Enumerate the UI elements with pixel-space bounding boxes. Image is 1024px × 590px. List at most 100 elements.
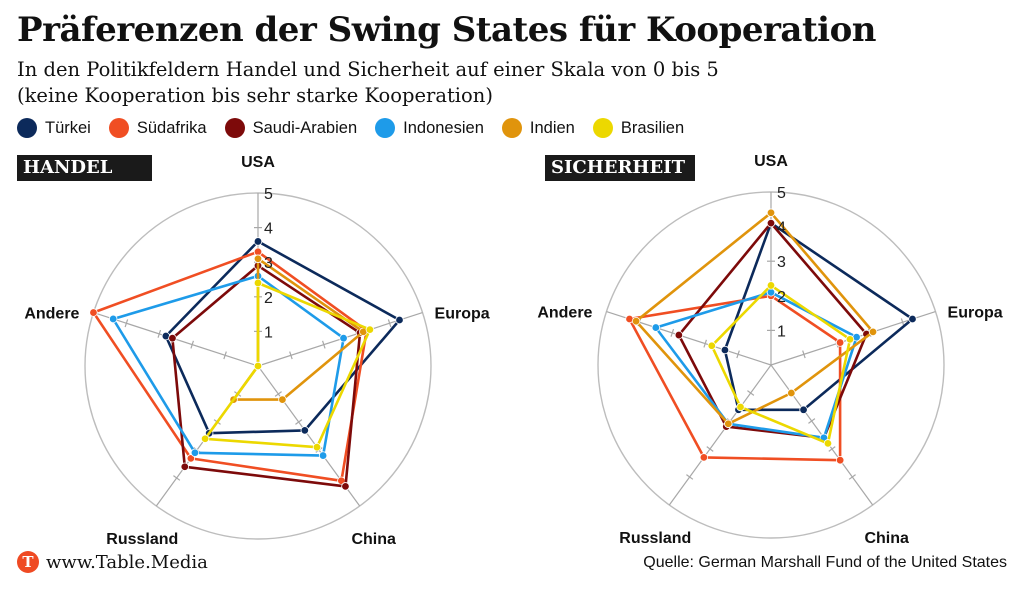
data-point bbox=[908, 314, 917, 324]
axis-label: Russland bbox=[106, 531, 178, 548]
scale-label: 3 bbox=[264, 255, 273, 272]
legend-swatch bbox=[501, 118, 522, 138]
data-point bbox=[736, 402, 745, 412]
scale-label: 1 bbox=[777, 323, 786, 340]
data-point bbox=[395, 315, 404, 325]
axis-tick bbox=[747, 390, 755, 396]
data-point bbox=[724, 419, 733, 428]
legend-item-tuerkei: Türkei bbox=[17, 118, 91, 138]
legend-label: Südafrika bbox=[136, 118, 207, 137]
series-line bbox=[164, 240, 401, 435]
scale-label: 2 bbox=[264, 290, 273, 307]
subtitle-line-2: (keine Kooperation bis sehr starke Koope… bbox=[17, 84, 493, 107]
axis-spoke bbox=[668, 364, 772, 506]
axis-tick bbox=[289, 351, 293, 360]
legend-label: Brasilien bbox=[620, 118, 685, 137]
axis-tick bbox=[322, 340, 326, 349]
series-line bbox=[654, 290, 858, 440]
data-point bbox=[300, 426, 309, 435]
data-point bbox=[365, 325, 375, 334]
data-point bbox=[868, 327, 878, 337]
axis-label: Russland bbox=[619, 530, 691, 547]
scale-label: 4 bbox=[264, 221, 273, 238]
axis-tick bbox=[223, 351, 227, 360]
legend-label: Indien bbox=[529, 118, 575, 137]
axis-tick bbox=[124, 319, 129, 328]
data-point bbox=[253, 247, 263, 257]
axis-tick bbox=[808, 418, 816, 424]
data-point bbox=[766, 208, 776, 217]
data-point bbox=[253, 237, 263, 246]
chart-title: Präferenzen der Swing States für Koopera… bbox=[17, 10, 876, 50]
brand-url: www.Table.Media bbox=[46, 551, 208, 573]
axis-tick bbox=[173, 475, 181, 481]
axis-tick bbox=[703, 339, 707, 348]
data-point bbox=[720, 345, 730, 355]
legend-swatch bbox=[17, 118, 37, 138]
legend-item-suedafrika: Südafrika bbox=[108, 118, 207, 138]
axis-label: USA bbox=[241, 154, 275, 171]
axis-tick bbox=[828, 446, 836, 452]
axis-label: Europa bbox=[948, 305, 1003, 322]
legend-label: Saudi-Arabien bbox=[252, 118, 358, 137]
legend-swatch bbox=[224, 118, 245, 138]
scale-label: 5 bbox=[264, 186, 273, 203]
data-point bbox=[341, 482, 350, 491]
legend-item-saudi-arabien: Saudi-Arabien bbox=[224, 118, 358, 138]
legend-label: Indonesien bbox=[403, 118, 484, 137]
chart-subtitle: In den Politikfeldern Handel und Sicherh… bbox=[17, 57, 1017, 109]
axis-tick bbox=[900, 318, 905, 327]
data-point bbox=[253, 254, 263, 263]
legend: Türkei Südafrika Saudi-Arabien Indonesie… bbox=[17, 118, 702, 138]
data-point bbox=[180, 462, 189, 471]
axis-tick bbox=[387, 319, 392, 328]
data-point bbox=[835, 338, 845, 347]
axis-label: China bbox=[864, 530, 909, 547]
axis-label: Andere bbox=[537, 305, 592, 322]
data-point bbox=[823, 439, 833, 448]
data-point bbox=[845, 335, 855, 344]
data-point bbox=[651, 323, 661, 332]
data-point bbox=[253, 361, 263, 371]
data-point bbox=[168, 334, 177, 343]
data-point bbox=[339, 334, 348, 343]
scale-label: 5 bbox=[777, 185, 786, 202]
axis-tick bbox=[706, 446, 714, 452]
data-point bbox=[674, 330, 684, 340]
axis-tick bbox=[157, 329, 162, 338]
legend-label: Türkei bbox=[45, 118, 91, 137]
axis-label: USA bbox=[754, 153, 788, 170]
subtitle-line-1: In den Politikfeldern Handel und Sicherh… bbox=[17, 58, 719, 81]
series-line bbox=[111, 274, 345, 457]
series-line bbox=[203, 281, 372, 449]
series-line bbox=[723, 221, 914, 412]
axis-label: Europa bbox=[435, 306, 490, 323]
data-point bbox=[766, 281, 776, 290]
legend-item-brasilien: Brasilien bbox=[592, 118, 685, 138]
section-label-handel: HANDEL bbox=[17, 155, 152, 181]
data-point bbox=[799, 405, 808, 414]
data-point bbox=[766, 218, 776, 228]
data-point bbox=[89, 308, 98, 317]
data-point bbox=[699, 453, 709, 462]
legend-swatch bbox=[592, 118, 613, 138]
scale-label: 4 bbox=[777, 220, 786, 237]
axis-tick bbox=[295, 419, 303, 425]
axis-label: Andere bbox=[24, 306, 79, 323]
data-point bbox=[190, 448, 200, 457]
table-media-logo: T bbox=[17, 551, 39, 573]
series-line bbox=[710, 284, 852, 445]
data-point bbox=[631, 316, 641, 326]
data-point bbox=[312, 442, 322, 452]
series-line bbox=[171, 264, 362, 488]
scale-label: 3 bbox=[777, 254, 786, 271]
data-point bbox=[835, 455, 845, 465]
axis-tick bbox=[686, 474, 694, 480]
legend-item-indonesien: Indonesien bbox=[375, 118, 484, 138]
series-line bbox=[634, 211, 875, 426]
scale-label: 2 bbox=[777, 289, 786, 306]
legend-swatch bbox=[108, 118, 129, 138]
footer-brand: T www.Table.Media bbox=[17, 551, 208, 573]
axis-tick bbox=[802, 350, 806, 359]
